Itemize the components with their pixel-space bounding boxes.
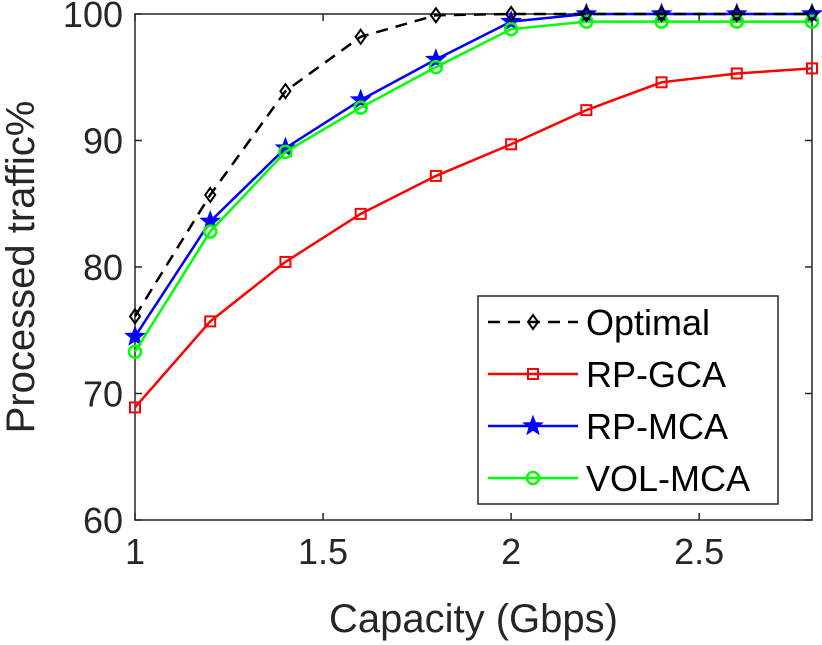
x-axis-ticks: 1 1.5 2 2.5: [125, 14, 724, 572]
series-line-vol-mca: [133, 20, 812, 353]
series-line-optimal: [133, 12, 812, 317]
data-point-vol-mca: [804, 14, 820, 29]
data-point-rp-gca: [279, 255, 292, 268]
data-point-vol-mca: [579, 14, 594, 29]
data-point-rp-mca: [425, 48, 447, 69]
data-point-vol-mca: [428, 59, 444, 75]
y-tick-label: 80: [83, 247, 123, 288]
data-point-rp-gca: [129, 401, 141, 414]
data-point-vol-mca: [353, 100, 368, 115]
data-point-rp-mca: [575, 2, 598, 24]
data-point-vol-mca: [127, 344, 143, 360]
data-point-rp-mca: [349, 88, 372, 110]
data-point-optimal: [805, 5, 819, 23]
data-point-optimal: [504, 5, 518, 23]
y-tick-label: 60: [83, 500, 123, 541]
data-point-optimal: [128, 307, 142, 326]
data-point-rp-gca: [505, 138, 518, 151]
x-tick-label: 2: [501, 531, 521, 572]
data-point-rp-gca: [806, 62, 818, 75]
y-axis-label: Processed traffic%: [0, 101, 43, 434]
data-point-optimal: [429, 6, 443, 24]
data-point-vol-mca: [503, 21, 519, 37]
x-axis-label: Capacity (Gbps): [329, 597, 618, 641]
x-tick-label: 2.5: [674, 531, 724, 572]
data-point-optimal: [730, 5, 744, 23]
legend-marker-rp-gca: [527, 368, 539, 380]
data-point-optimal: [203, 186, 217, 204]
legend-box: [477, 295, 779, 505]
data-point-vol-mca: [278, 144, 293, 160]
data-point-rp-mca: [801, 2, 822, 24]
legend-marker-rp-mca: [522, 414, 544, 436]
data-point-rp-gca: [429, 169, 442, 182]
series-optimal: [128, 5, 819, 326]
x-tick-label: 1: [125, 531, 145, 572]
legend-marker-optimal: [526, 313, 540, 331]
series-layer: [124, 2, 822, 414]
data-point-vol-mca: [654, 14, 669, 29]
data-point-vol-mca: [202, 224, 218, 239]
legend-label-rp-gca: RP-GCA: [586, 354, 726, 395]
data-point-rp-gca: [580, 104, 593, 117]
data-point-vol-mca: [729, 14, 745, 29]
data-point-optimal: [279, 82, 292, 100]
data-point-rp-gca: [730, 67, 743, 80]
legend: Optimal RP-GCA RP-MCA VOL-MCA: [477, 295, 779, 505]
legend-label-rp-mca: RP-MCA: [586, 406, 728, 447]
y-tick-label: 100: [63, 0, 123, 35]
data-point-rp-mca: [124, 325, 146, 346]
data-point-rp-gca: [354, 207, 367, 220]
legend-marker-vol-mca: [525, 470, 541, 486]
y-axis-ticks: 60 70 80 90 100: [63, 0, 812, 541]
x-tick-label: 1.5: [298, 531, 348, 572]
series-vol-mca: [127, 14, 820, 360]
y-tick-label: 70: [83, 374, 123, 415]
series-line-rp-gca: [134, 67, 813, 409]
data-point-rp-gca: [655, 76, 668, 89]
legend-label-vol-mca: VOL-MCA: [586, 458, 750, 499]
data-point-optimal: [354, 28, 367, 46]
data-point-optimal: [580, 5, 593, 23]
y-tick-label: 90: [83, 121, 123, 162]
legend-label-optimal: Optimal: [586, 302, 710, 343]
data-point-optimal: [655, 5, 668, 23]
series-rp-gca: [129, 62, 818, 414]
data-point-rp-gca: [204, 315, 217, 328]
